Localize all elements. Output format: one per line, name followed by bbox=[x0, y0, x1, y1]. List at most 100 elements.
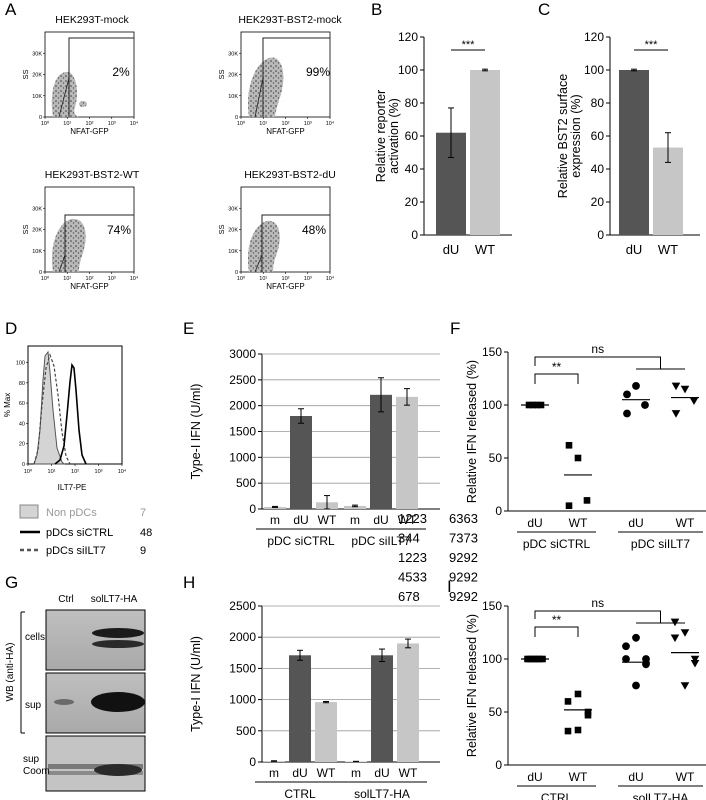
data-point bbox=[623, 390, 631, 399]
y-tick-label: 0 bbox=[249, 502, 256, 516]
y-tick-label: 100 bbox=[584, 63, 604, 77]
charts: 0 20 40 60 80 100 120 dU WT *** Relative reportera… bbox=[189, 30, 706, 800]
y-tick-label: 120 bbox=[584, 30, 604, 44]
blot-band-cells-upper bbox=[92, 628, 144, 638]
blot-band-coom-2 bbox=[48, 771, 143, 775]
data-point bbox=[565, 502, 573, 509]
flow-y-label: SS bbox=[21, 224, 30, 234]
flow-y-tick: 30K bbox=[32, 51, 42, 57]
flow-x-label: NFAT-GFP bbox=[266, 127, 305, 136]
data-point bbox=[671, 382, 681, 391]
data-point bbox=[671, 410, 681, 418]
flow-x-tick: 10⁰ bbox=[237, 275, 246, 282]
data-point bbox=[642, 655, 650, 663]
flow-y-tick: 10K bbox=[228, 94, 238, 100]
data-point bbox=[622, 655, 630, 663]
legend-label-silt7: pDCs siILT7 bbox=[46, 545, 106, 557]
y-axis-label: Type-I IFN (U/ml) bbox=[189, 384, 203, 480]
x-category-label: WT bbox=[398, 513, 417, 527]
data-point bbox=[574, 454, 582, 462]
x-category-label: dU bbox=[626, 242, 643, 257]
cell-population bbox=[247, 57, 284, 117]
flow-y-tick: 20K bbox=[228, 228, 238, 234]
overlay-number: 9292 bbox=[449, 570, 478, 585]
data-point bbox=[565, 441, 573, 449]
y-tick-label: 500 bbox=[236, 724, 256, 738]
x-category-label: dU bbox=[292, 766, 307, 780]
data-point bbox=[670, 634, 680, 643]
bar-du bbox=[619, 70, 649, 235]
significance-label: *** bbox=[645, 39, 659, 51]
bar-du bbox=[290, 416, 312, 509]
flow-plot-title: HEK293T-BST2-dU bbox=[244, 169, 336, 181]
flow-x-tick: 10² bbox=[86, 276, 94, 282]
flow-x-tick: 10³ bbox=[304, 276, 312, 282]
gate-percent: 2% bbox=[112, 65, 130, 79]
flow-x-tick: 10¹ bbox=[63, 276, 71, 282]
y-tick-label: 1000 bbox=[229, 693, 256, 707]
flow-plot-title: HEK293T-BST2-mock bbox=[238, 14, 342, 26]
flow-y-tick: 0 bbox=[39, 270, 42, 276]
blot-row-cells: cells bbox=[25, 632, 45, 643]
significance-label: ns bbox=[591, 342, 604, 356]
significance-bracket bbox=[534, 356, 661, 369]
data-point bbox=[632, 681, 640, 690]
y-tick-label: 1000 bbox=[229, 450, 256, 464]
panel-letter-e: E bbox=[183, 319, 194, 338]
gate bbox=[64, 214, 134, 272]
overlay-numbers: 1223 344 1223 4533 678 6363 7373 9292 9292 9292 bbox=[398, 511, 478, 604]
y-tick-label: 0 bbox=[249, 755, 256, 769]
group-label: solLT7-HA bbox=[633, 791, 689, 800]
y-tick-label: 40 bbox=[591, 162, 605, 176]
flow-plot-4: HEK293T-BST2-dU 48% 0 10K 20K 30K 10⁰ 10¹ 10² 10³… bbox=[217, 169, 336, 291]
data-point bbox=[622, 642, 630, 651]
y-tick-label: 3000 bbox=[229, 347, 256, 361]
flow-y-tick: 0 bbox=[39, 115, 42, 121]
significance-label: *** bbox=[462, 39, 476, 51]
y-tick-label: 150 bbox=[482, 599, 502, 613]
histogram-x-tick: 10³ bbox=[95, 469, 103, 475]
scatter-chart-f: 0 50 100 150 dU WT dU WT pDC siCTRL pDC siILT7 ** n… bbox=[465, 342, 706, 551]
y-tick-label: 60 bbox=[591, 129, 605, 143]
y-tick-label: 20 bbox=[591, 195, 605, 209]
data-point bbox=[564, 698, 572, 705]
data-point bbox=[690, 659, 700, 668]
x-category-label: WT bbox=[569, 770, 588, 784]
blot-band-coom-1 bbox=[48, 764, 143, 769]
y-axis-label: Relative IFN released (%) bbox=[465, 360, 479, 503]
data-point bbox=[689, 397, 699, 406]
legend-label-sictrl: pDCs siCTRL bbox=[46, 527, 113, 539]
bar-du bbox=[371, 655, 393, 762]
data-point bbox=[680, 682, 690, 690]
flow-x-label: NFAT-GFP bbox=[70, 282, 109, 291]
scatter-chart-i: 0 50 100 150 dU WT dU WT CTRL solLT7-HA ** ns Relati… bbox=[465, 596, 706, 800]
flow-y-tick: 10K bbox=[32, 249, 42, 255]
x-category-label: dU bbox=[628, 770, 643, 784]
data-point bbox=[632, 633, 640, 642]
gate bbox=[261, 214, 330, 272]
flow-x-tick: 10⁴ bbox=[326, 120, 335, 127]
y-tick-label: 500 bbox=[236, 476, 256, 490]
flow-x-tick: 10² bbox=[282, 276, 290, 282]
cell-population bbox=[247, 220, 280, 272]
histogram-y-tick: 40 bbox=[19, 421, 25, 427]
y-tick-label: 2500 bbox=[229, 373, 256, 387]
flow-y-tick: 10K bbox=[228, 249, 238, 255]
x-category-label: m bbox=[269, 766, 279, 780]
flow-x-tick: 10³ bbox=[108, 276, 116, 282]
y-tick-label: 120 bbox=[398, 30, 418, 44]
x-category-label: WT bbox=[399, 766, 418, 780]
flow-x-tick: 10² bbox=[282, 121, 290, 127]
panel-letter-g: G bbox=[5, 573, 18, 592]
y-tick-label: 50 bbox=[489, 451, 503, 465]
overlay-number: 9292 bbox=[449, 550, 478, 565]
blot-col-ctrl: Ctrl bbox=[58, 594, 74, 605]
significance-label: ** bbox=[552, 360, 562, 374]
overlay-number: 344 bbox=[398, 531, 420, 546]
x-category-label: m bbox=[351, 766, 361, 780]
flow-x-tick: 10⁰ bbox=[237, 120, 246, 127]
western-blot-panel: Ctrl solLT7-HA cells sup sup Coom WB (ant… bbox=[5, 594, 146, 792]
y-tick-label: 2000 bbox=[229, 630, 256, 644]
